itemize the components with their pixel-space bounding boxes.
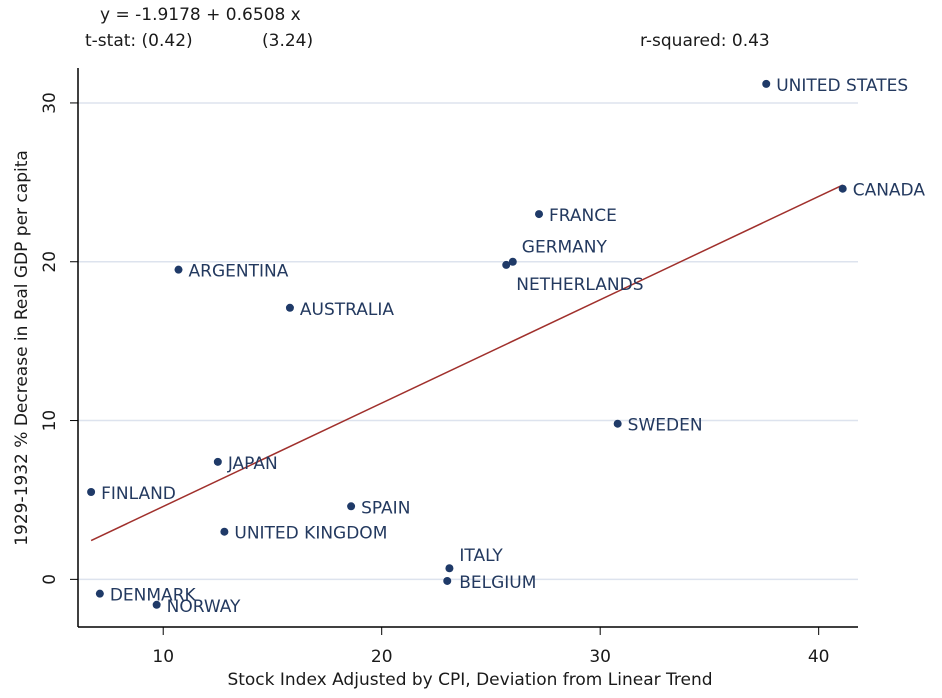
point [443,576,452,585]
x-tick-label: 10 [152,647,174,667]
x-tick-label: 40 [808,647,830,667]
t-stat-intercept: t-stat: (0.42) [85,31,193,51]
point [445,564,454,573]
point [508,257,517,266]
point [762,79,771,88]
y-tick-label: 30 [40,92,60,114]
point [838,184,847,193]
point-label: ITALY [459,546,503,566]
point [213,457,222,466]
point [95,589,104,598]
y-tick-label: 20 [40,251,60,273]
point-label: SWEDEN [628,416,703,436]
point [174,265,183,274]
point-label: UNITED KINGDOM [234,524,387,544]
point-label: FINLAND [101,484,176,504]
point [502,260,511,269]
x-axis-title: Stock Index Adjusted by CPI, Deviation f… [227,670,712,690]
point-label: NETHERLANDS [516,275,643,295]
point [87,488,96,497]
point [152,600,161,609]
x-tick-label: 30 [589,647,611,667]
t-stat-slope: (3.24) [262,31,313,51]
y-tick-label: 10 [40,410,60,432]
point [347,502,356,511]
point [613,419,622,428]
point [220,527,229,536]
point-label: JAPAN [227,454,278,474]
regression-line [90,184,844,542]
x-tick-label: 20 [371,647,393,667]
r-squared: r-squared: 0.43 [640,31,770,51]
point [535,210,544,219]
point [285,303,294,312]
point-label: NORWAY [167,597,241,617]
point-label: DENMARK [110,586,197,606]
point-label: UNITED STATES [776,76,908,96]
point-label: GERMANY [522,238,608,258]
point-label: AUSTRALIA [300,300,394,320]
point-label: SPAIN [361,498,410,518]
equation: y = -1.9178 + 0.6508 x [100,5,301,25]
y-axis-title: 1929-1932 % Decrease in Real GDP per cap… [12,150,32,546]
point-label: CANADA [853,181,926,201]
point-label: ARGENTINA [189,262,289,282]
point-label: FRANCE [549,206,617,226]
point-label: BELGIUM [459,573,536,593]
y-tick-label: 0 [40,574,60,585]
